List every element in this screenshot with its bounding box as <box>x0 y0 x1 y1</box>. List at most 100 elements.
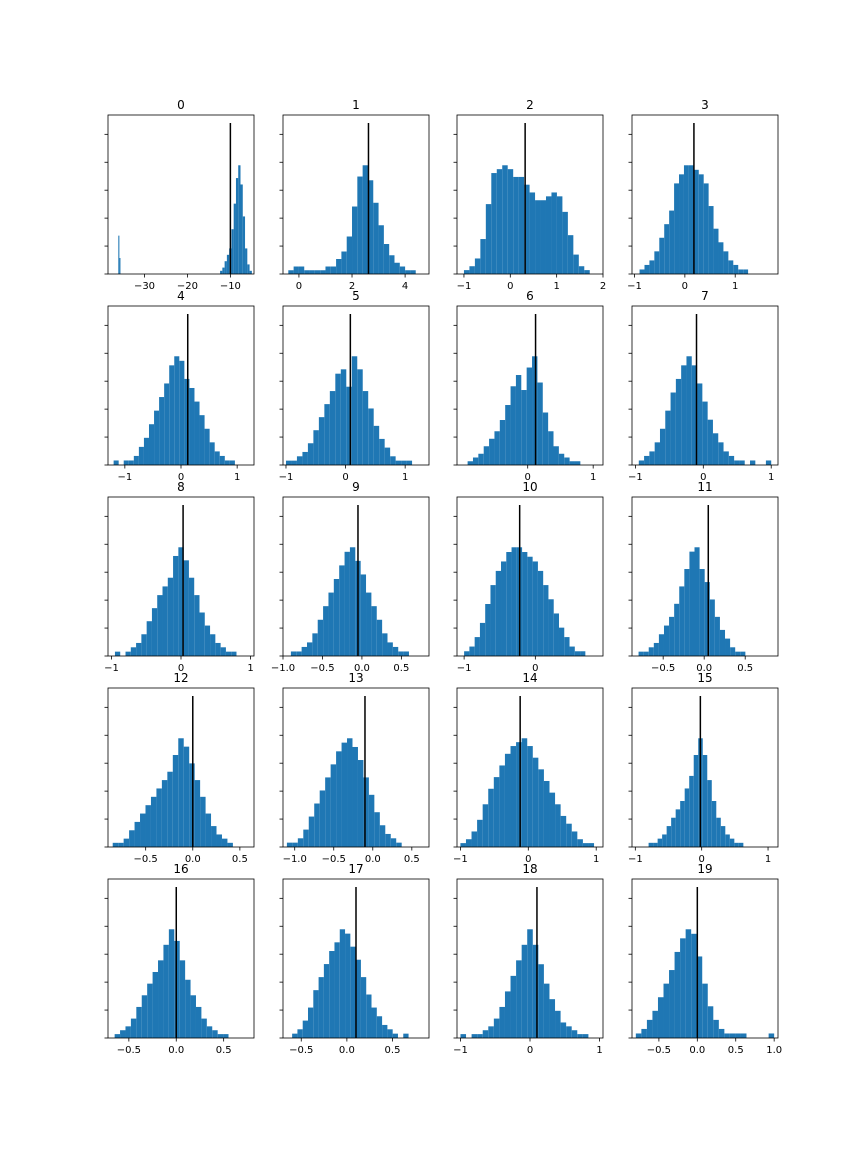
histogram-bar <box>527 556 533 656</box>
histogram-bar <box>465 839 472 847</box>
subplot-title: 3 <box>701 98 709 112</box>
histogram-bar <box>323 606 329 656</box>
histogram-bar <box>666 826 672 847</box>
histogram-bar <box>374 812 380 847</box>
histogram-bar <box>378 225 384 274</box>
histogram-bar <box>346 236 353 274</box>
histogram-bar <box>556 196 563 274</box>
histogram-bar <box>148 424 155 465</box>
histogram-bar <box>488 1026 494 1038</box>
x-tick-label: −0.5 <box>651 663 675 674</box>
axes-frame <box>456 305 604 466</box>
histogram-bar <box>477 1034 483 1038</box>
histogram-bar <box>120 1030 126 1038</box>
subplot-9: 9 −1.0 −0.5 0.0 0.5 <box>271 480 430 674</box>
histogram-bar <box>240 184 243 274</box>
histogram-bar <box>195 1006 202 1038</box>
histogram-bar <box>308 1007 314 1038</box>
histogram-bar <box>199 415 205 465</box>
histogram-bar <box>494 431 500 465</box>
histogram-bar <box>247 264 250 274</box>
histogram-bar <box>674 603 680 656</box>
histogram-bar <box>664 224 670 274</box>
axes-frame <box>107 114 255 275</box>
histogram-bar <box>558 453 565 465</box>
histogram-bar <box>379 438 385 465</box>
histogram-bar <box>679 586 685 656</box>
histogram-bar <box>577 1034 583 1038</box>
histogram-bar <box>507 169 514 274</box>
histogram-bar <box>194 401 200 465</box>
histogram-bar <box>553 613 559 656</box>
histogram-bar <box>488 788 494 847</box>
histogram-bar <box>387 642 393 656</box>
histogram-bar <box>735 1033 741 1038</box>
x-tick-label: 0.0 <box>354 663 370 674</box>
x-tick-label: 0.0 <box>339 1045 355 1056</box>
histogram-bar <box>219 455 225 465</box>
histogram-bar <box>728 260 734 274</box>
histogram-bar <box>712 433 719 465</box>
histogram-bar <box>303 829 309 847</box>
histogram-bar <box>376 1016 383 1038</box>
subplot-title: 9 <box>352 480 360 494</box>
histogram-bar <box>708 206 714 274</box>
x-tick-label: 0 <box>178 663 184 674</box>
histogram-bar <box>504 991 511 1038</box>
histogram-bar <box>136 642 142 656</box>
axes-frame <box>282 114 430 275</box>
subplot-18: 18 −1 0 1 <box>453 862 604 1056</box>
histogram-bar <box>314 270 321 274</box>
x-tick-label: 1 <box>768 472 774 483</box>
histogram-bar <box>485 204 492 274</box>
histogram-bar <box>720 826 726 847</box>
x-tick-label: 0 <box>527 1045 533 1056</box>
histogram-bar <box>325 777 331 847</box>
histogram-bar <box>549 999 556 1038</box>
histogram-bar <box>162 586 168 656</box>
histogram-bar <box>318 977 324 1038</box>
histogram-bar <box>684 788 690 847</box>
histogram-bar <box>649 260 655 274</box>
histogram-bar <box>147 983 153 1038</box>
histogram-bar <box>669 616 675 656</box>
histogram-bar <box>297 1029 303 1038</box>
axes-frame <box>456 687 604 848</box>
x-tick-label: 0.0 <box>365 854 381 865</box>
histogram-bar <box>504 753 511 847</box>
histogram-bar <box>479 622 486 656</box>
histogram-bar <box>206 1026 213 1038</box>
histogram-bar <box>329 951 335 1038</box>
axes-frame <box>107 878 255 1039</box>
histogram-bar <box>696 956 703 1038</box>
histogram-bar <box>654 251 660 274</box>
histogram-bar <box>739 460 745 465</box>
histogram-bar <box>292 842 298 847</box>
histogram-bar <box>532 561 538 656</box>
histogram-bar <box>130 1018 137 1038</box>
histogram-bar <box>172 755 179 847</box>
histogram-bar <box>524 184 530 274</box>
histogram-bar <box>286 842 293 847</box>
histogram-bar <box>482 804 489 847</box>
histogram-bar <box>346 386 352 465</box>
histogram-bar <box>644 264 650 274</box>
histogram-bar <box>179 360 185 465</box>
histogram-bar <box>680 938 686 1038</box>
x-tick-label: −1 <box>117 472 132 483</box>
histogram-bar <box>562 211 568 274</box>
histogram-bar <box>403 1033 409 1038</box>
subplot-1: 1 0 2 4 <box>279 98 430 292</box>
histogram-bar <box>164 383 170 465</box>
histogram-bar <box>383 244 390 274</box>
histogram-bar <box>553 446 559 465</box>
histogram-bar <box>211 826 217 847</box>
histogram-bar <box>540 200 546 274</box>
histogram-bar <box>709 599 715 656</box>
histogram-bar <box>510 975 517 1038</box>
histogram-bar <box>204 625 211 656</box>
histogram-bar <box>212 1030 218 1038</box>
histogram-bar <box>242 216 246 274</box>
histogram-bar <box>738 842 744 847</box>
histogram-bar <box>471 831 478 847</box>
